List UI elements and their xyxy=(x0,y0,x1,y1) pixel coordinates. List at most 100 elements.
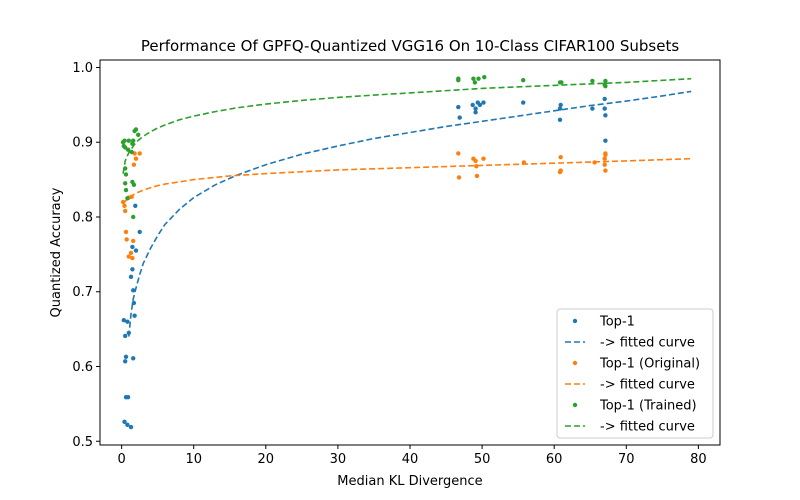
data-point-series-0 xyxy=(558,102,563,108)
y-tick-label: 0.6 xyxy=(72,360,93,375)
data-point-series-0 xyxy=(473,106,478,111)
data-point-series-4 xyxy=(126,138,131,143)
legend-entry-label: Top-1 (Trained) xyxy=(599,399,697,414)
data-point-series-4 xyxy=(125,196,130,201)
data-point-series-4 xyxy=(471,76,476,81)
fitted-curve-line-3 xyxy=(122,157,692,205)
data-point-series-2 xyxy=(602,162,607,167)
data-point-series-2 xyxy=(474,173,480,179)
data-point-series-4 xyxy=(603,78,608,84)
data-point-series-2 xyxy=(130,255,135,261)
x-tick-label: 80 xyxy=(690,452,707,467)
data-point-series-0 xyxy=(123,333,128,339)
data-point-series-4 xyxy=(559,80,564,85)
data-point-series-0 xyxy=(137,229,142,235)
data-point-series-4 xyxy=(482,75,487,80)
x-tick-label: 20 xyxy=(258,452,275,467)
data-point-series-0 xyxy=(123,354,129,359)
data-point-series-2 xyxy=(123,229,129,235)
data-point-series-0 xyxy=(130,267,135,272)
data-point-series-0 xyxy=(125,422,130,427)
data-point-series-0 xyxy=(521,100,526,105)
data-point-series-0 xyxy=(477,102,483,108)
data-point-series-4 xyxy=(456,78,461,83)
data-point-series-4 xyxy=(603,84,608,89)
data-point-series-0 xyxy=(470,102,475,108)
data-point-series-2 xyxy=(126,254,131,259)
data-point-series-2 xyxy=(481,156,486,161)
legend-entry-label: -> fitted curve xyxy=(600,336,695,351)
data-point-series-4 xyxy=(122,138,127,143)
legend: Top-1 -> fitted curve Top-1 (Original) -> f… xyxy=(556,308,714,439)
y-axis-label: Quantized Accuracy xyxy=(49,187,64,317)
x-tick-label: 10 xyxy=(185,452,202,467)
data-point-series-0 xyxy=(602,96,607,102)
x-tick-label: 30 xyxy=(330,452,347,467)
fitted-curve-line-5 xyxy=(122,77,692,174)
data-point-series-4 xyxy=(133,127,139,132)
data-point-series-0 xyxy=(123,359,128,364)
data-point-series-4 xyxy=(521,78,526,83)
x-axis-label: Median KL Divergence xyxy=(337,474,482,489)
data-point-series-0 xyxy=(603,113,608,118)
legend-entry-label: Top-1 xyxy=(599,315,635,330)
data-point-series-2 xyxy=(123,208,128,214)
y-tick-label: 1.0 xyxy=(72,61,93,76)
data-point-series-4 xyxy=(123,181,128,186)
data-point-series-0 xyxy=(131,288,136,293)
data-point-series-4 xyxy=(123,187,129,193)
data-point-series-2 xyxy=(473,158,478,164)
y-tick-label: 0.5 xyxy=(72,435,93,450)
data-point-series-0 xyxy=(122,419,127,424)
data-point-series-4 xyxy=(131,214,136,220)
data-point-series-2 xyxy=(602,156,607,161)
legend-marker-point xyxy=(572,402,578,408)
data-point-series-0 xyxy=(602,106,607,111)
y-tick-label: 0.7 xyxy=(72,285,93,300)
data-point-series-0 xyxy=(590,106,595,111)
y-axis: 0.5 0.6 0.7 0.8 0.9 1.0 xyxy=(72,61,100,450)
data-point-series-0 xyxy=(125,319,130,324)
x-axis: 0 10 20 30 40 50 60 70 80 xyxy=(117,445,707,467)
series-layer xyxy=(120,75,692,430)
fitted-curve-line-1 xyxy=(128,90,692,337)
data-point-series-0 xyxy=(456,104,461,110)
y-tick-label: 0.9 xyxy=(72,136,93,151)
data-point-series-0 xyxy=(132,313,137,318)
data-point-series-2 xyxy=(558,155,563,160)
data-point-series-0 xyxy=(131,356,136,361)
data-point-series-0 xyxy=(481,100,486,105)
data-point-series-0 xyxy=(133,203,138,208)
legend-entry-label: Top-1 (Original) xyxy=(599,357,700,372)
data-point-series-2 xyxy=(122,203,127,208)
data-point-series-4 xyxy=(472,80,478,85)
data-point-series-4 xyxy=(590,78,595,84)
data-point-series-2 xyxy=(603,168,608,173)
data-point-series-4 xyxy=(129,149,134,155)
data-point-series-2 xyxy=(137,151,142,156)
legend-entry-label: -> fitted curve xyxy=(600,420,695,435)
data-point-series-2 xyxy=(456,151,461,156)
x-tick-label: 50 xyxy=(474,452,491,467)
data-point-series-0 xyxy=(473,110,478,115)
x-tick-label: 40 xyxy=(402,452,419,467)
data-point-series-2 xyxy=(603,152,608,158)
x-tick-label: 70 xyxy=(618,452,635,467)
data-point-series-4 xyxy=(123,172,129,177)
legend-entry-label: -> fitted curve xyxy=(600,378,695,393)
x-tick-label: 60 xyxy=(546,452,563,467)
chart-title: Performance Of GPFQ-Quantized VGG16 On 1… xyxy=(141,37,679,55)
data-point-series-2 xyxy=(131,238,136,244)
data-point-series-0 xyxy=(603,138,608,143)
legend-marker-point xyxy=(572,360,578,366)
x-tick-label: 0 xyxy=(117,452,125,467)
data-point-series-0 xyxy=(125,395,131,400)
data-point-series-2 xyxy=(557,169,563,175)
data-point-series-2 xyxy=(124,237,129,242)
data-point-series-0 xyxy=(457,115,462,120)
legend-marker-point xyxy=(572,318,578,324)
data-point-series-4 xyxy=(136,132,141,137)
data-point-series-2 xyxy=(131,162,137,167)
data-point-series-2 xyxy=(128,250,134,256)
data-point-series-0 xyxy=(133,248,139,253)
